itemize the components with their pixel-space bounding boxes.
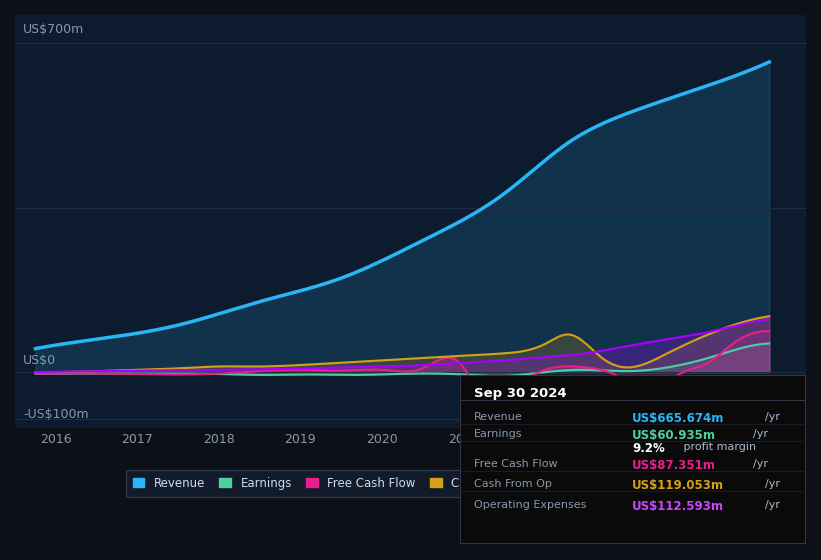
Text: US$665.674m: US$665.674m	[632, 412, 725, 425]
Text: US$0: US$0	[23, 354, 57, 367]
Text: Sep 30 2024: Sep 30 2024	[474, 387, 566, 400]
Text: -US$100m: -US$100m	[23, 408, 89, 422]
Text: /yr: /yr	[753, 429, 768, 439]
Text: /yr: /yr	[753, 459, 768, 469]
Text: Operating Expenses: Operating Expenses	[474, 500, 586, 510]
Text: Earnings: Earnings	[474, 429, 522, 439]
Text: Cash From Op: Cash From Op	[474, 479, 552, 489]
Text: Revenue: Revenue	[474, 412, 522, 422]
Text: US$119.053m: US$119.053m	[632, 479, 724, 492]
Text: US$112.593m: US$112.593m	[632, 500, 724, 512]
Text: US$87.351m: US$87.351m	[632, 459, 716, 472]
Legend: Revenue, Earnings, Free Cash Flow, Cash From Op, Operating Expenses: Revenue, Earnings, Free Cash Flow, Cash …	[126, 470, 695, 497]
Text: US$60.935m: US$60.935m	[632, 429, 716, 442]
Text: US$700m: US$700m	[23, 23, 85, 36]
Text: Free Cash Flow: Free Cash Flow	[474, 459, 557, 469]
Text: profit margin: profit margin	[681, 442, 757, 452]
Text: /yr: /yr	[765, 500, 780, 510]
Text: /yr: /yr	[765, 412, 780, 422]
Text: /yr: /yr	[765, 479, 780, 489]
Text: 9.2%: 9.2%	[632, 442, 665, 455]
